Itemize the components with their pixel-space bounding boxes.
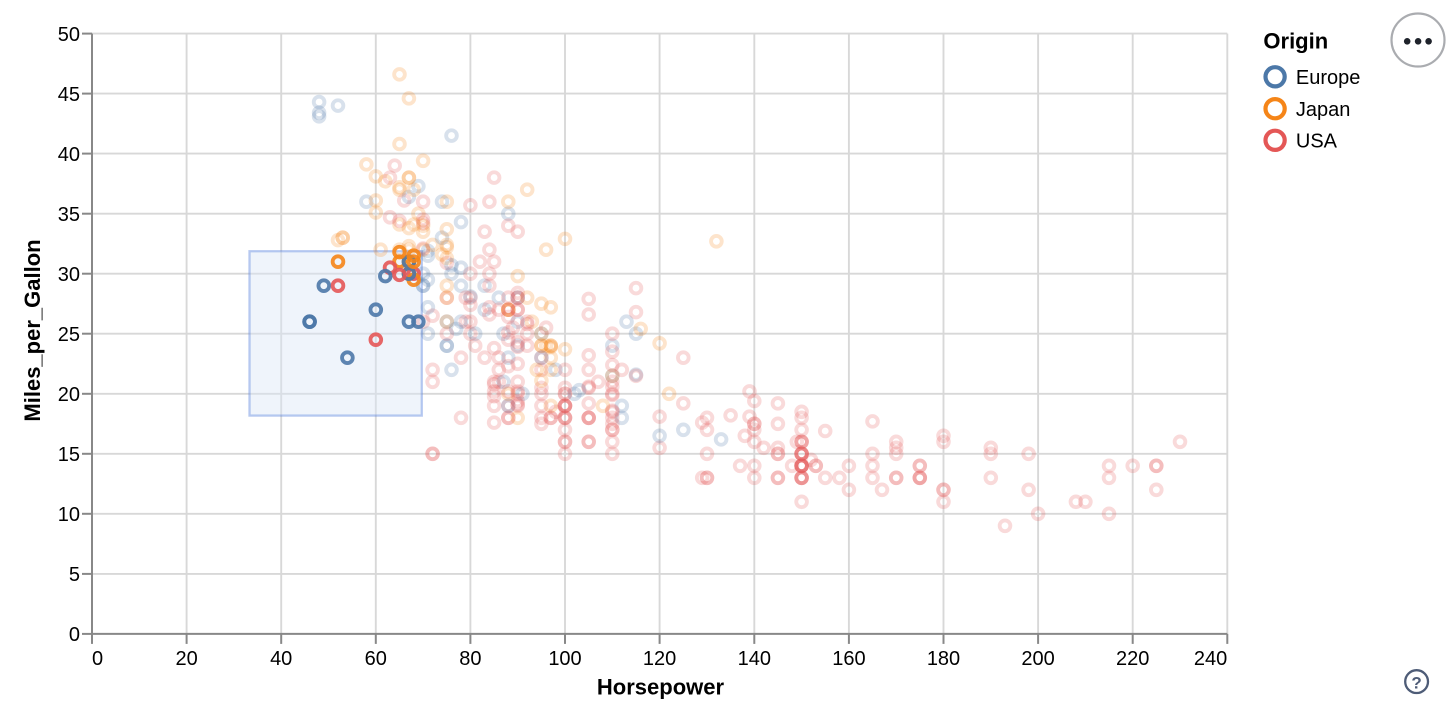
svg-text:Horsepower: Horsepower [597, 675, 725, 700]
svg-text:Origin: Origin [1263, 29, 1328, 54]
svg-text:0: 0 [69, 624, 80, 646]
svg-text:30: 30 [58, 264, 80, 286]
svg-text:80: 80 [459, 648, 481, 670]
svg-text:180: 180 [927, 648, 960, 670]
svg-text:35: 35 [58, 204, 80, 226]
svg-text:?: ? [1411, 674, 1421, 693]
svg-text:140: 140 [738, 648, 771, 670]
svg-text:60: 60 [365, 648, 387, 670]
svg-text:200: 200 [1021, 648, 1054, 670]
svg-text:25: 25 [58, 324, 80, 346]
svg-text:240: 240 [1194, 648, 1227, 670]
svg-text:100: 100 [548, 648, 581, 670]
svg-text:Europe: Europe [1296, 67, 1361, 89]
svg-text:0: 0 [92, 648, 103, 670]
svg-text:5: 5 [69, 564, 80, 586]
svg-text:Miles_per_Gallon: Miles_per_Gallon [20, 239, 45, 421]
svg-text:10: 10 [58, 504, 80, 526]
svg-text:40: 40 [270, 648, 292, 670]
svg-text:45: 45 [58, 84, 80, 106]
svg-text:120: 120 [643, 648, 676, 670]
svg-text:15: 15 [58, 444, 80, 466]
svg-text:USA: USA [1296, 131, 1338, 153]
svg-text:220: 220 [1116, 648, 1149, 670]
svg-text:Japan: Japan [1296, 99, 1351, 121]
svg-text:160: 160 [832, 648, 865, 670]
svg-text:40: 40 [58, 144, 80, 166]
svg-text:20: 20 [175, 648, 197, 670]
svg-text:50: 50 [58, 24, 80, 46]
svg-text:20: 20 [58, 384, 80, 406]
